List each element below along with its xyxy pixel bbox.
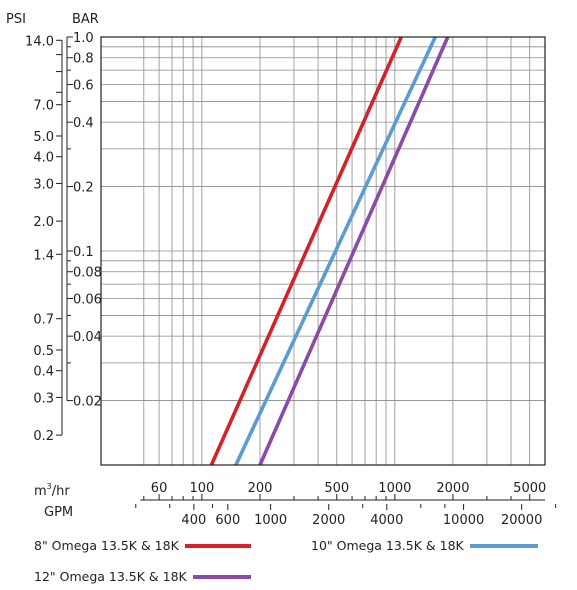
gpm-tick-label: 600 (215, 513, 240, 528)
m3hr-axis-title: m3/hr (34, 482, 70, 499)
series-line-2 (258, 36, 450, 466)
psi-tick-label: 1.4 (33, 248, 54, 263)
bar-tick-label: 0.4 (73, 116, 94, 131)
axes: 14.0 7.0 5.0 4.0 3.0 2.0 1.4 0.7 0.5 0.4 0.3 0.2 1.0… (25, 31, 557, 528)
gpm-tick-label: 4000 (370, 513, 403, 528)
bar-tick-label: 0.08 (73, 266, 102, 281)
gpm-tick-label: 1000 (254, 513, 287, 528)
m3hr-tick-label: 5000 (513, 481, 546, 496)
psi-tick-label: 0.4 (33, 365, 54, 380)
m3hr-tick-label: 200 (248, 481, 273, 496)
plot-border (100, 36, 546, 466)
m3hr-tick-label: 60 (151, 481, 168, 496)
plot-frame (100, 36, 546, 466)
m3hr-tick-label: 1000 (378, 481, 411, 496)
psi-tick-label: 0.3 (33, 391, 54, 406)
gpm-axis-title: GPM (44, 505, 73, 520)
bar-tick-label: 0.04 (73, 330, 102, 345)
bar-tick-label: 0.06 (73, 292, 102, 307)
bar-tick-label: 0.2 (73, 181, 94, 196)
psi-tick-label: 0.5 (33, 344, 54, 359)
m3hr-title-tail: /hr (52, 484, 71, 499)
series-lines (209, 36, 450, 466)
gpm-tick-label: 10000 (443, 513, 484, 528)
m3hr-title-sup: 3 (47, 482, 52, 491)
grid (101, 36, 545, 465)
psi-tick-label: 4.0 (33, 151, 54, 166)
gpm-tick-label: 20000 (501, 513, 542, 528)
psi-tick-label: 2.0 (33, 215, 54, 230)
bar-axis-title: BAR (72, 12, 99, 27)
bar-tick-label: 1.0 (73, 31, 94, 46)
gpm-tick-label: 400 (181, 513, 206, 528)
m3hr-title-main: m (34, 484, 47, 499)
psi-tick-label: 14.0 (25, 34, 54, 49)
psi-tick-label: 3.0 (33, 177, 54, 192)
psi-tick-label: 7.0 (33, 99, 54, 114)
psi-tick-label: 5.0 (33, 130, 54, 145)
m3hr-tick-label: 500 (324, 481, 349, 496)
bar-tick-label: 0.6 (73, 78, 94, 93)
m3hr-tick-label: 2000 (436, 481, 469, 496)
m3hr-tick-label: 100 (189, 481, 214, 496)
bar-tick-label: 0.02 (73, 395, 102, 410)
psi-axis-title: PSI (6, 12, 26, 27)
bar-tick-label: 0.1 (73, 245, 94, 260)
series-line-0 (209, 36, 403, 466)
gpm-tick-label: 2000 (312, 513, 345, 528)
bar-tick-label: 0.8 (73, 52, 94, 67)
psi-tick-label: 0.2 (33, 429, 54, 444)
psi-tick-label: 0.7 (33, 313, 54, 328)
series-line-1 (234, 36, 437, 466)
